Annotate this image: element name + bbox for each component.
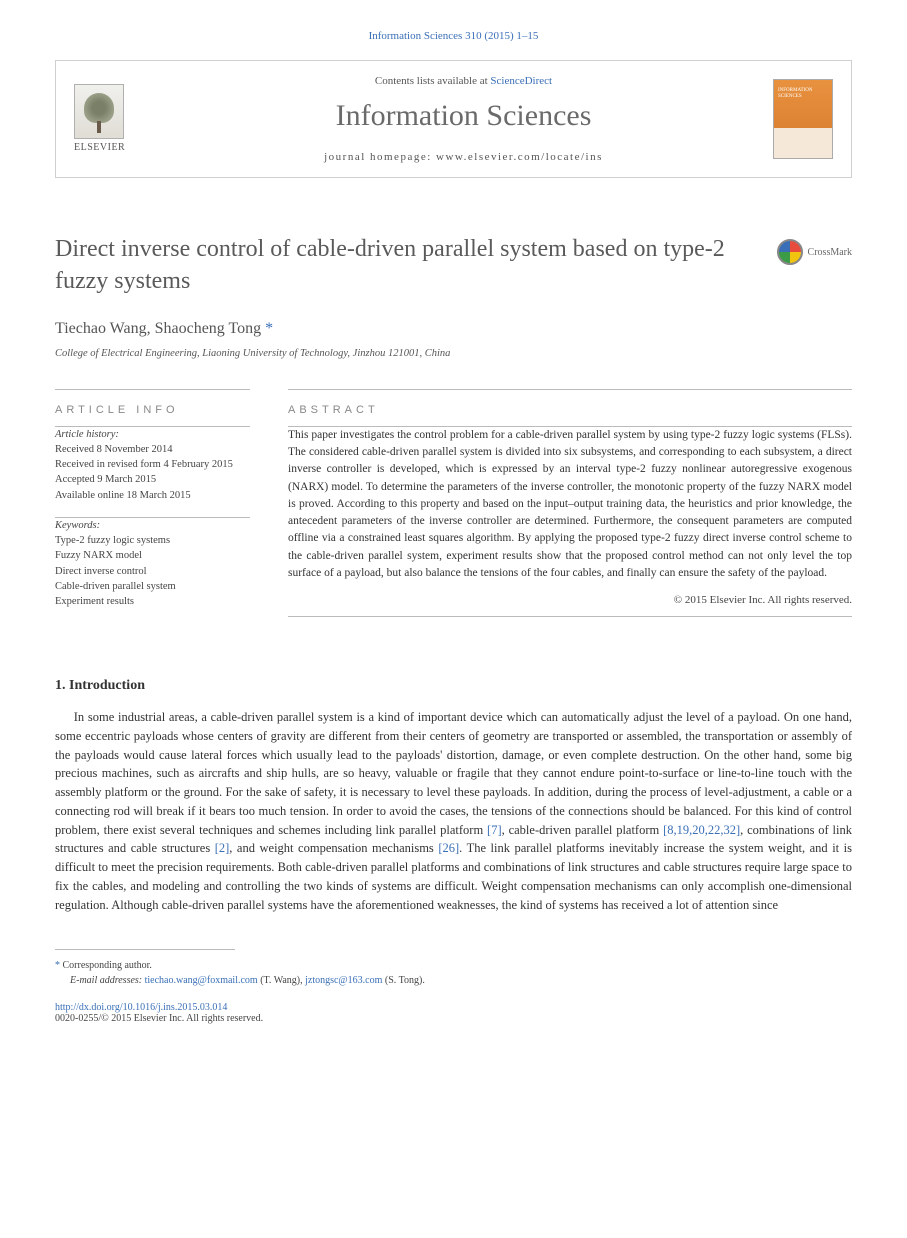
homepage-prefix: journal homepage: [324, 151, 436, 163]
doi-line: http://dx.doi.org/10.1016/j.ins.2015.03.… [55, 1002, 852, 1013]
body-text: , and weight compensation mechanisms [229, 841, 438, 855]
citation-ref[interactable]: [8,19,20,22,32] [663, 823, 740, 837]
contents-prefix: Contents lists available at [375, 75, 490, 87]
header-banner: ELSEVIER Contents lists available at Sci… [55, 60, 852, 178]
keyword: Cable-driven parallel system [55, 579, 250, 594]
corresponding-label: Corresponding author. [63, 960, 152, 971]
journal-name: Information Sciences [154, 99, 773, 133]
star-icon: * [55, 960, 63, 971]
doi-link[interactable]: http://dx.doi.org/10.1016/j.ins.2015.03.… [55, 1002, 227, 1013]
citation-ref[interactable]: [2] [215, 841, 230, 855]
divider [55, 389, 250, 390]
keyword: Type-2 fuzzy logic systems [55, 533, 250, 548]
banner-center: Contents lists available at ScienceDirec… [154, 75, 773, 163]
author-2: Shaocheng Tong [155, 320, 262, 337]
keyword: Direct inverse control [55, 564, 250, 579]
sciencedirect-link[interactable]: ScienceDirect [490, 75, 552, 87]
body-text: In some industrial areas, a cable-driven… [55, 710, 852, 837]
authors: Tiechao Wang, Shaocheng Tong * [55, 320, 852, 338]
section-heading-intro: 1. Introduction [55, 678, 852, 694]
email-link-1[interactable]: tiechao.wang@foxmail.com [145, 975, 258, 986]
issn-copyright: 0020-0255/© 2015 Elsevier Inc. All right… [55, 1013, 852, 1024]
abstract-text: This paper investigates the control prob… [288, 427, 852, 582]
article-info-heading: article info [55, 404, 250, 416]
keywords-label: Keywords: [55, 518, 250, 533]
crossmark-label: CrossMark [808, 247, 852, 258]
journal-cover-thumbnail: INFORMATION SCIENCES [773, 79, 833, 159]
footer-divider [55, 949, 235, 950]
revised-date: Received in revised form 4 February 2015 [55, 457, 250, 472]
author-1: Tiechao Wang [55, 320, 147, 337]
citation-ref[interactable]: [26] [438, 841, 459, 855]
article-title: Direct inverse control of cable-driven p… [55, 233, 757, 298]
publisher-name: ELSEVIER [74, 142, 134, 153]
abstract-heading: abstract [288, 404, 852, 416]
history-label: Article history: [55, 427, 250, 442]
abstract-copyright: © 2015 Elsevier Inc. All rights reserved… [288, 594, 852, 606]
article-history: Article history: Received 8 November 201… [55, 427, 250, 503]
accepted-date: Accepted 9 March 2015 [55, 472, 250, 487]
email-who-1: (T. Wang), [258, 975, 305, 986]
keyword: Fuzzy NARX model [55, 548, 250, 563]
homepage-line: journal homepage: www.elsevier.com/locat… [154, 151, 773, 163]
affiliation: College of Electrical Engineering, Liaon… [55, 348, 852, 359]
online-date: Available online 18 March 2015 [55, 488, 250, 503]
email-link-2[interactable]: jztongsc@163.com [305, 975, 382, 986]
abstract-column: abstract This paper investigates the con… [288, 389, 852, 623]
divider [288, 389, 852, 390]
body-text: , cable-driven parallel platform [502, 823, 663, 837]
divider [288, 616, 852, 617]
article-info-column: article info Article history: Received 8… [55, 389, 250, 623]
received-date: Received 8 November 2014 [55, 442, 250, 457]
contents-line: Contents lists available at ScienceDirec… [154, 75, 773, 87]
intro-paragraph: In some industrial areas, a cable-driven… [55, 708, 852, 914]
title-row: Direct inverse control of cable-driven p… [55, 233, 852, 298]
homepage-url[interactable]: www.elsevier.com/locate/ins [436, 151, 603, 163]
corresponding-mark: * [261, 320, 273, 337]
email-label: E-mail addresses: [70, 975, 145, 986]
elsevier-logo: ELSEVIER [74, 84, 134, 154]
keyword: Experiment results [55, 594, 250, 609]
keywords-block: Keywords: Type-2 fuzzy logic systems Fuz… [55, 518, 250, 609]
author-sep: , [147, 320, 155, 337]
email-who-2: (S. Tong). [382, 975, 424, 986]
info-abstract-row: article info Article history: Received 8… [55, 389, 852, 623]
crossmark-badge[interactable]: CrossMark [777, 239, 852, 265]
crossmark-icon [777, 239, 803, 265]
footnote-emails: E-mail addresses: tiechao.wang@foxmail.c… [55, 973, 852, 988]
elsevier-tree-icon [74, 84, 124, 139]
footnote-corresponding: * Corresponding author. [55, 958, 852, 973]
cover-label: INFORMATION SCIENCES [778, 88, 828, 99]
top-citation: Information Sciences 310 (2015) 1–15 [55, 30, 852, 42]
citation-ref[interactable]: [7] [487, 823, 502, 837]
